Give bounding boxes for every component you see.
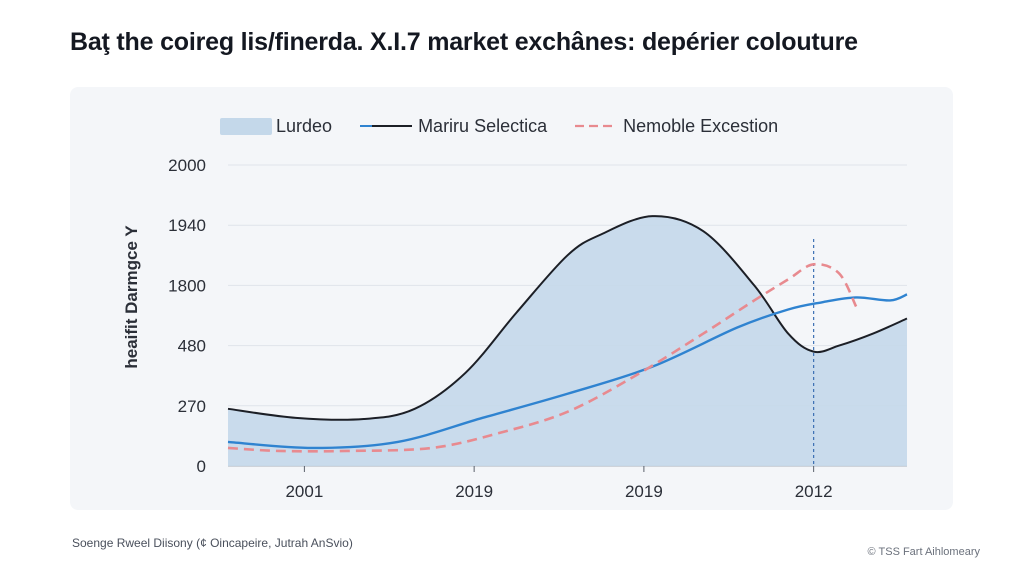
- x-tick-label: 2012: [795, 482, 833, 501]
- chart-plot: 0 270 480 1800 1940 2000 2001 2019 2019 2012 hea…: [122, 156, 908, 501]
- x-tick-label: 2001: [285, 482, 323, 501]
- lines-layer: [227, 215, 908, 466]
- legend-item-dashed[interactable]: Nemoble Excestion: [573, 116, 778, 137]
- area-series-lurdeo: [228, 216, 907, 466]
- chart-panel: 0 270 480 1800 1940 2000 2001 2019 2019 2012 hea…: [70, 87, 953, 510]
- source-note: Soenge Rweel Diisony (¢ Oincapeire, Jutr…: [72, 536, 353, 550]
- area-swatch-icon: [220, 117, 272, 135]
- y-tick-label: 270: [178, 397, 206, 416]
- dashed-line-icon: [575, 124, 618, 128]
- legend-label: Mariru Selectica: [418, 115, 548, 136]
- y-axis-label: heaifit Darmgce Y: [122, 225, 141, 369]
- x-tick-label: 2019: [455, 482, 493, 501]
- area-layer: [228, 216, 907, 466]
- legend: Lurdeo Mariru Selectica Nemoble Excestio…: [220, 114, 804, 138]
- solid-line-icon: [360, 125, 413, 127]
- y-tick-label: 0: [197, 457, 206, 476]
- y-tick-label: 1940: [168, 216, 206, 235]
- x-tick-labels: 2001 2019 2019 2012: [285, 466, 833, 501]
- dashed-series-nemoble: [227, 262, 858, 453]
- chart-title: Baţ the coireg lis/finerda. X.I.7 market…: [70, 28, 858, 56]
- y-tick-labels: 0 270 480 1800 1940 2000: [168, 156, 206, 476]
- legend-label: Lurdeo: [276, 115, 333, 136]
- legend-item-area[interactable]: Lurdeo: [220, 116, 332, 137]
- legend-item-solid[interactable]: Mariru Selectica: [358, 116, 547, 137]
- y-tick-label: 2000: [168, 156, 206, 175]
- credit-note: © TSS Fart Aihlomeary: [867, 546, 980, 558]
- y-tick-label: 480: [178, 337, 206, 356]
- area-outline-lurdeo: [227, 215, 908, 421]
- y-tick-label: 1800: [168, 276, 206, 295]
- legend-label: Nemoble Excestion: [623, 115, 779, 136]
- x-tick-label: 2019: [625, 482, 663, 501]
